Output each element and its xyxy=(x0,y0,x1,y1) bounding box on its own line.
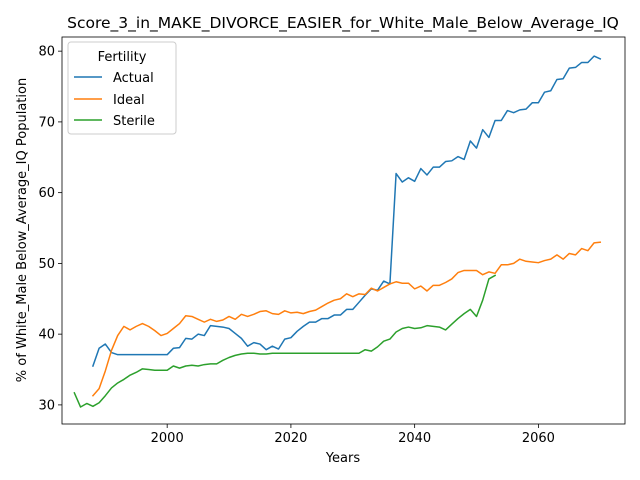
legend-label-ideal: Ideal xyxy=(113,93,145,108)
x-tick-label: 2060 xyxy=(522,431,555,446)
y-tick-label: 40 xyxy=(38,328,55,343)
chart-title: Score_3_in_MAKE_DIVORCE_EASIER_for_White… xyxy=(67,14,619,33)
legend-label-actual: Actual xyxy=(113,71,154,86)
legend-box xyxy=(67,41,177,135)
y-tick-label: 30 xyxy=(38,398,55,413)
series-layer xyxy=(73,55,602,408)
y-tick-label: 60 xyxy=(38,186,55,201)
legend-title: Fertility xyxy=(98,50,147,65)
x-tick-label: 2000 xyxy=(151,431,184,446)
y-tick-label: 50 xyxy=(38,257,55,272)
legend: Fertility Actual Ideal Sterile xyxy=(67,41,177,135)
y-axis: 30 40 50 60 70 80 xyxy=(38,45,62,413)
x-axis-label: Years xyxy=(325,451,361,466)
x-tick-label: 2040 xyxy=(398,431,431,446)
y-tick-label: 80 xyxy=(38,45,55,60)
y-tick-label: 70 xyxy=(38,115,55,130)
legend-label-sterile: Sterile xyxy=(113,114,155,129)
x-axis: 2000 2020 2040 2060 xyxy=(151,424,555,446)
plot-area-frame xyxy=(61,36,626,425)
x-tick-label: 2020 xyxy=(274,431,307,446)
y-axis-label: % of White_Male Below_Average_IQ Populat… xyxy=(15,78,30,382)
